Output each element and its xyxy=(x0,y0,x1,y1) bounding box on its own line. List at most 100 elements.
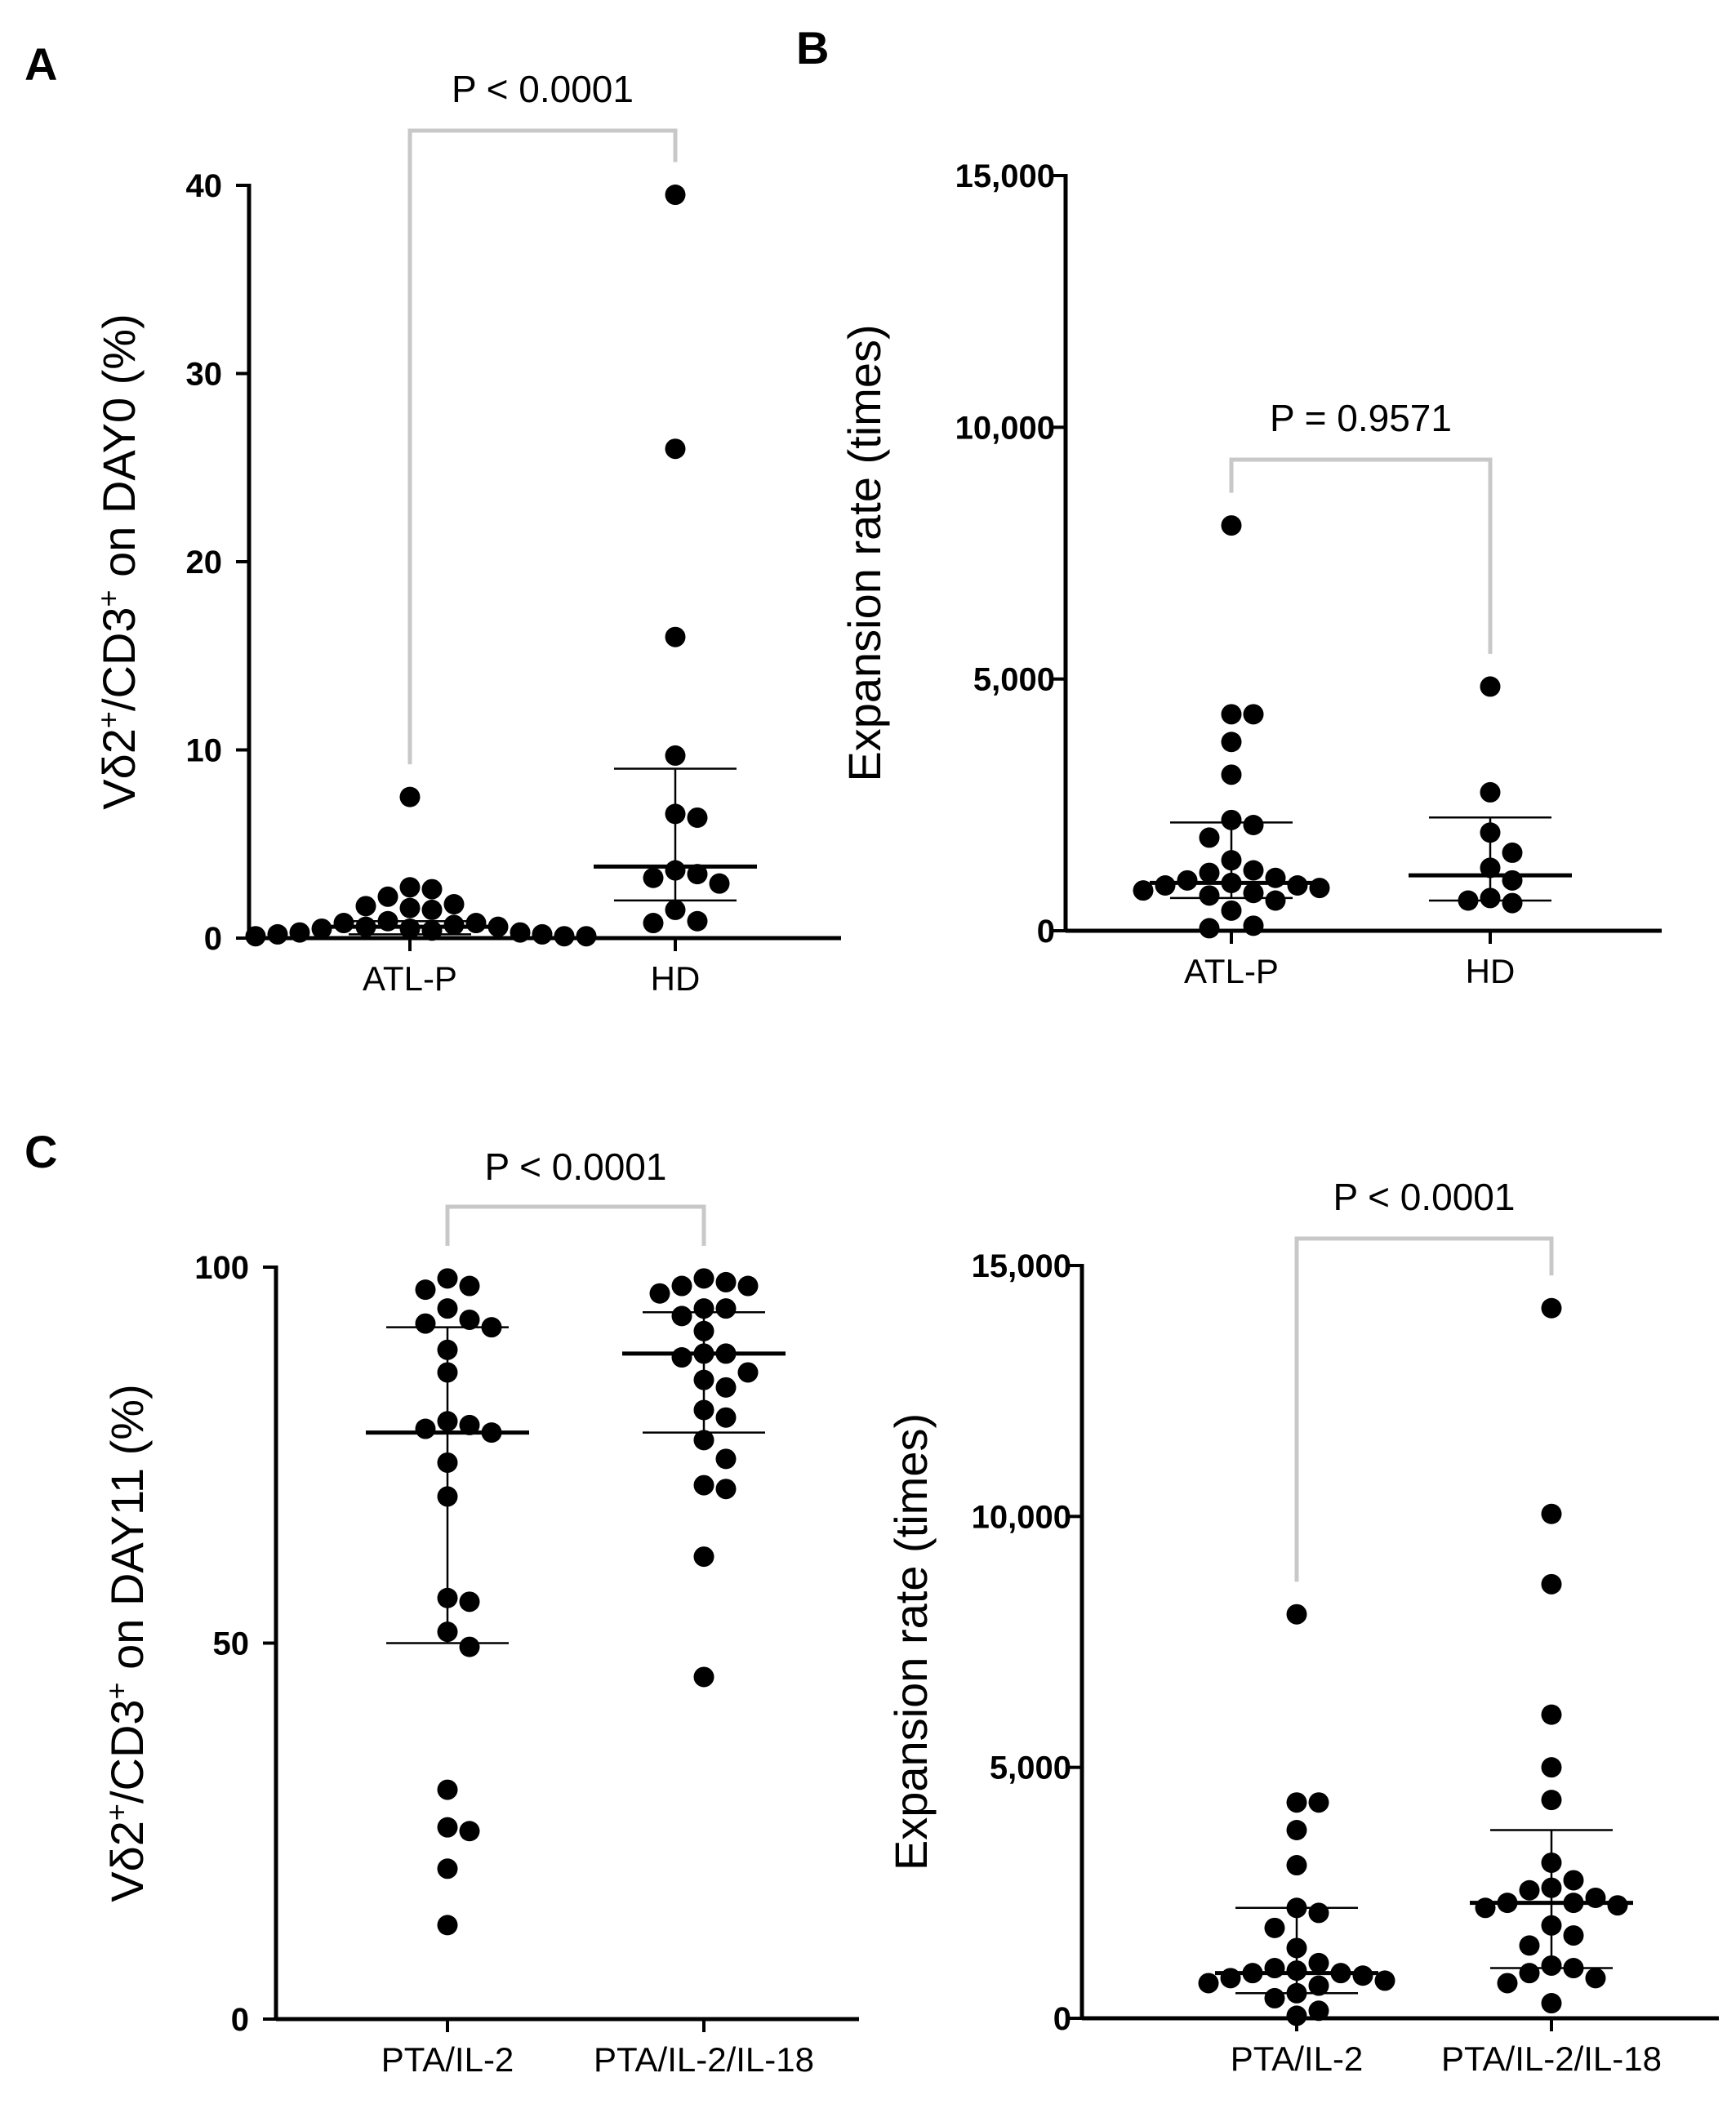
data-point xyxy=(1502,842,1523,863)
x-tick-label: PTA/IL-2/IL-18 xyxy=(594,2040,814,2079)
data-point xyxy=(437,1452,458,1473)
data-point xyxy=(1309,878,1330,899)
p-value: P < 0.0001 xyxy=(452,68,634,110)
data-point xyxy=(437,1339,458,1360)
data-point xyxy=(437,1268,458,1289)
y-tick-label: 10,000 xyxy=(972,1499,1071,1535)
data-point xyxy=(1221,732,1242,753)
superscript-plus: + xyxy=(100,1804,133,1821)
x-tick-label: HD xyxy=(1466,952,1516,990)
data-point xyxy=(1502,892,1523,914)
data-point xyxy=(1221,900,1242,921)
data-point xyxy=(643,867,664,888)
data-point xyxy=(1264,1987,1285,2008)
data-point xyxy=(1221,515,1242,536)
group-atl-p xyxy=(245,786,597,947)
data-point xyxy=(1480,887,1501,909)
data-point xyxy=(1497,1973,1518,1994)
data-point xyxy=(437,1817,458,1838)
data-point xyxy=(671,1347,692,1368)
y-axis-title: Expansion rate (times) xyxy=(885,1413,937,1870)
data-point xyxy=(1563,1925,1584,1946)
data-point xyxy=(715,1448,737,1470)
data-point xyxy=(289,922,310,943)
data-point xyxy=(437,1486,458,1507)
data-point xyxy=(687,910,708,932)
panel-label: A xyxy=(24,38,57,90)
data-point xyxy=(437,1362,458,1383)
data-point xyxy=(437,1587,458,1608)
data-point xyxy=(693,1369,714,1390)
data-point xyxy=(671,1275,692,1297)
data-point xyxy=(377,886,398,907)
data-point xyxy=(1563,1958,1584,1979)
data-point xyxy=(1199,827,1220,848)
y-tick-label: 10,000 xyxy=(955,410,1055,446)
data-point xyxy=(737,1275,759,1297)
significance-bracket xyxy=(1229,457,1493,654)
data-point xyxy=(1221,809,1242,830)
panel-c2: 0 5,000 10,000 15,000 PTA/IL-2 PTA/IL-2/IL-18… xyxy=(885,1176,1719,2078)
data-point xyxy=(459,1309,480,1330)
data-point xyxy=(1286,1937,1307,1959)
data-point xyxy=(532,923,553,945)
data-point xyxy=(1243,860,1264,881)
data-point xyxy=(715,1407,737,1428)
significance-bracket xyxy=(407,128,678,765)
data-point xyxy=(421,899,443,920)
group-hd xyxy=(1409,676,1572,914)
data-point xyxy=(1286,1855,1307,1876)
data-point xyxy=(1607,1895,1628,1916)
data-point xyxy=(715,1271,737,1292)
p-value: P < 0.0001 xyxy=(485,1145,667,1188)
data-point xyxy=(437,1915,458,1936)
data-point xyxy=(1243,704,1264,725)
y-axis-title: Expansion rate (times) xyxy=(839,324,890,781)
data-point xyxy=(465,913,487,934)
y-axis-title: Vδ2+/CD3+ on DAY11 (%) xyxy=(100,1384,153,1902)
y-tick-label: 15,000 xyxy=(972,1248,1071,1284)
data-point xyxy=(1199,918,1220,939)
data-point xyxy=(333,913,354,934)
data-point xyxy=(687,864,708,885)
y-tick-label: 30 xyxy=(186,357,223,393)
data-point xyxy=(554,926,575,947)
data-point xyxy=(737,1362,759,1383)
data-point xyxy=(687,807,708,828)
y-tick-label: 5,000 xyxy=(990,1750,1071,1786)
data-point xyxy=(643,913,664,934)
data-point xyxy=(665,626,686,647)
data-point xyxy=(459,1414,480,1435)
y-axis-title: Vδ2+/CD3+ on DAY0 (%) xyxy=(91,314,145,810)
data-point xyxy=(693,1475,714,1496)
y-tick-label: 0 xyxy=(1053,2001,1071,2037)
data-point xyxy=(459,1636,480,1657)
data-point xyxy=(1221,704,1242,725)
data-point xyxy=(311,918,332,939)
y-axis-title-part: on DAY11 (%) xyxy=(101,1384,153,1682)
panel-label: C xyxy=(24,1126,57,1177)
data-point xyxy=(1221,850,1242,871)
data-point xyxy=(693,1666,714,1688)
data-point xyxy=(1541,1915,1562,1936)
data-point xyxy=(1286,1960,1307,1982)
data-point xyxy=(415,1279,436,1301)
data-point xyxy=(1480,822,1501,843)
data-point xyxy=(421,920,443,941)
panel-label: B xyxy=(796,22,829,73)
data-point xyxy=(1541,1790,1562,1811)
x-tick-label: PTA/IL-2/IL-18 xyxy=(1441,2040,1662,2078)
data-point xyxy=(665,899,686,920)
data-point xyxy=(1541,1877,1562,1898)
data-point xyxy=(1480,781,1501,803)
data-point xyxy=(1177,870,1198,891)
data-point xyxy=(421,879,443,900)
data-point xyxy=(267,923,288,945)
significance-bracket xyxy=(1294,1236,1554,1582)
data-point xyxy=(1287,875,1308,896)
data-point xyxy=(1585,1887,1606,1908)
group-pta-il-2 xyxy=(366,1268,529,1936)
data-point xyxy=(1243,915,1264,936)
data-point xyxy=(665,745,686,766)
y-axis-title-part: Vδ2 xyxy=(101,1821,153,1902)
